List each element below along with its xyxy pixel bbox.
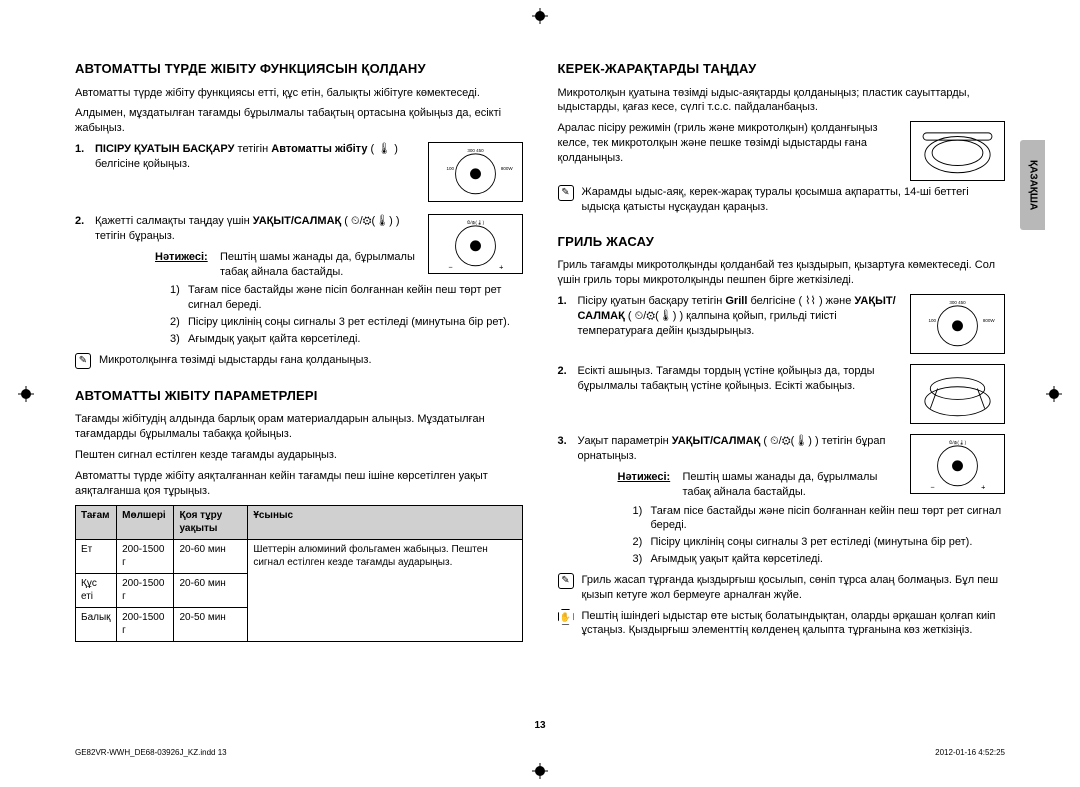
- table-header-row: Тағам Мөлшері Қоя тұру уақыты Ұсыныс: [76, 505, 523, 539]
- dial-illustration: − + ⏲/⚙(🌡): [428, 214, 523, 274]
- result-text: Пештің шамы жанады да, бұрылмалы табақ а…: [220, 250, 420, 280]
- dial-illustration: − + ⏲/⚙(🌡): [910, 434, 1005, 494]
- step-number: 1.: [558, 294, 572, 309]
- step-2: 2. Есікті ашыңыз. Тағамды тордың үстіне …: [558, 364, 903, 394]
- dial-illustration: 300 450 100 800W: [910, 294, 1005, 354]
- merged-advice-cell: Шеттерін алюминий фольгамен жабыңыз. Пеш…: [248, 539, 522, 641]
- note: ✎ Микротолқынға төзімді ыдыстарды ғана қ…: [75, 353, 523, 369]
- note-icon: ✎: [75, 353, 91, 369]
- sub-item: Тағам пісе бастайды және пісіп болғаннан…: [188, 283, 523, 313]
- heading-grill: ГРИЛЬ ЖАСАУ: [558, 233, 1006, 251]
- sub-item: Тағам пісе бастайды және пісіп болғаннан…: [651, 504, 1006, 534]
- note-icon: ✎: [558, 185, 574, 201]
- page-number: 13: [0, 719, 1080, 733]
- section-auto-defrost-params: АВТОМАТТЫ ЖІБІТУ ПАРАМЕТРЛЕРІ Тағамды жі…: [75, 387, 523, 642]
- paragraph: Гриль тағамды микротолқынды қолданбай те…: [558, 258, 1006, 288]
- registration-mark-right: [1046, 386, 1062, 402]
- registration-mark-bottom: [532, 763, 548, 779]
- result-row: Нәтижесі: Пештің шамы жанады да, бұрылма…: [618, 470, 903, 500]
- paragraph: Алдымен, мұздатылған тағамды бұрылмалы т…: [75, 106, 523, 136]
- col-food: Тағам: [76, 505, 117, 539]
- svg-text:⏲/⚙(🌡): ⏲/⚙(🌡): [466, 220, 484, 225]
- sub-item: Ағымдық уақыт қайта көрсетіледі.: [651, 552, 823, 567]
- heading-auto-defrost-use: АВТОМАТТЫ ТҮРДЕ ЖІБІТУ ФУНКЦИЯСЫН ҚОЛДАН…: [75, 60, 523, 78]
- note-icon: ✎: [558, 573, 574, 589]
- result-label: Нәтижесі:: [618, 470, 673, 500]
- page-content: АВТОМАТТЫ ТҮРДЕ ЖІБІТУ ФУНКЦИЯСЫН ҚОЛДАН…: [0, 0, 1080, 690]
- registration-mark-top: [532, 8, 548, 24]
- col-amount: Мөлшері: [117, 505, 174, 539]
- registration-mark-left: [18, 386, 34, 402]
- step-number: 2.: [558, 364, 572, 379]
- step-text: Пісіру қуатын басқару тетігін Grill белг…: [578, 294, 903, 339]
- svg-text:800W: 800W: [500, 166, 513, 171]
- result-row: Нәтижесі: Пештің шамы жанады да, бұрылма…: [155, 250, 420, 280]
- defrost-table: Тағам Мөлшері Қоя тұру уақыты Ұсыныс Ет …: [75, 505, 523, 642]
- heading-accessories: КЕРЕК-ЖАРАҚТАРДЫ ТАҢДАУ: [558, 60, 1006, 78]
- svg-text:+: +: [981, 483, 985, 492]
- step-number: 1.: [75, 142, 89, 157]
- stop-icon: [558, 609, 574, 625]
- warning-note: Пештің ішіндегі ыдыстар өте ыстық болаты…: [558, 609, 1006, 639]
- section-accessories: КЕРЕК-ЖАРАҚТАРДЫ ТАҢДАУ Микротолқын қуат…: [558, 60, 1006, 215]
- rack-illustration: [910, 364, 1005, 424]
- step-number: 3.: [558, 434, 572, 449]
- left-column: АВТОМАТТЫ ТҮРДЕ ЖІБІТУ ФУНКЦИЯСЫН ҚОЛДАН…: [75, 60, 523, 660]
- section-auto-defrost-use: АВТОМАТТЫ ТҮРДЕ ЖІБІТУ ФУНКЦИЯСЫН ҚОЛДАН…: [75, 60, 523, 369]
- result-text: Пештің шамы жанады да, бұрылмалы табақ а…: [683, 470, 903, 500]
- svg-text:100: 100: [929, 318, 937, 323]
- svg-text:+: +: [499, 262, 503, 271]
- svg-text:−: −: [930, 483, 934, 492]
- paragraph: Пештен сигнал естілген кезде тағамды ауд…: [75, 448, 523, 463]
- svg-text:⏲/⚙(🌡): ⏲/⚙(🌡): [949, 440, 967, 445]
- heading-auto-defrost-params: АВТОМАТТЫ ЖІБІТУ ПАРАМЕТРЛЕРІ: [75, 387, 523, 405]
- note: ✎ Гриль жасап тұрғанда қыздырғыш қосылып…: [558, 573, 1006, 603]
- result-label: Нәтижесі:: [155, 250, 210, 280]
- step-text: Қажетті салмақты таңдау үшін УАҚЫТ/САЛМА…: [95, 214, 420, 244]
- step-1: 1. Пісіру қуатын басқару тетігін Grill б…: [558, 294, 903, 339]
- table-row: Ет 200-1500 г 20-60 мин Шеттерін алюмини…: [76, 539, 523, 573]
- paragraph: Автоматты түрде жібіту функциясы етті, қ…: [75, 86, 523, 101]
- note-text: Жарамды ыдыс-аяқ, керек-жарақ туралы қос…: [582, 185, 1006, 215]
- section-grill: ГРИЛЬ ЖАСАУ Гриль тағамды микротолқынды …: [558, 233, 1006, 638]
- note: ✎ Жарамды ыдыс-аяқ, керек-жарақ туралы қ…: [558, 185, 1006, 215]
- language-tab: ҚАЗАҚША: [1020, 140, 1045, 230]
- step-1: 1. ПІСІРУ ҚУАТЫН БАСҚАРУ тетігін Автомат…: [75, 142, 420, 172]
- footer: GE82VR-WWH_DE68-03926J_KZ.indd 13 2012-0…: [75, 748, 1005, 759]
- col-advice: Ұсыныс: [248, 505, 522, 539]
- svg-text:100: 100: [446, 166, 454, 171]
- step-3: 3. Уақыт параметрін УАҚЫТ/САЛМАҚ ( ⏲/⚙(🌡…: [558, 434, 903, 464]
- microwave-illustration: [910, 121, 1005, 181]
- step-text: Уақыт параметрін УАҚЫТ/САЛМАҚ ( ⏲/⚙(🌡) )…: [578, 434, 903, 464]
- svg-text:300 450: 300 450: [949, 300, 966, 305]
- sub-list: 1)Тағам пісе бастайды және пісіп болғанн…: [170, 283, 523, 346]
- sub-item: Ағымдық уақыт қайта көрсетіледі.: [188, 332, 360, 347]
- paragraph: Автоматты түрде жібіту аяқталғаннан кейі…: [75, 469, 523, 499]
- svg-text:800W: 800W: [983, 318, 996, 323]
- svg-text:−: −: [448, 262, 452, 271]
- note-text: Микротолқынға төзімді ыдыстарды ғана қол…: [99, 353, 372, 368]
- svg-text:300 450: 300 450: [467, 148, 484, 153]
- sub-item: Пісіру циклінің соңы сигналы 3 рет естіл…: [651, 535, 973, 550]
- footer-file: GE82VR-WWH_DE68-03926J_KZ.indd 13: [75, 748, 227, 759]
- step-2: 2. Қажетті салмақты таңдау үшін УАҚЫТ/СА…: [75, 214, 420, 244]
- paragraph: Микротолқын қуатына төзімді ыдыс-аяқтард…: [558, 86, 1006, 116]
- paragraph: Тағамды жібітудің алдында барлық орам ма…: [75, 412, 523, 442]
- step-text: ПІСІРУ ҚУАТЫН БАСҚАРУ тетігін Автоматты …: [95, 142, 420, 172]
- col-standtime: Қоя тұру уақыты: [174, 505, 248, 539]
- right-column: КЕРЕК-ЖАРАҚТАРДЫ ТАҢДАУ Микротолқын қуат…: [558, 60, 1006, 660]
- dial-illustration: 300 450 100 800W: [428, 142, 523, 202]
- step-number: 2.: [75, 214, 89, 229]
- step-text: Есікті ашыңыз. Тағамды тордың үстіне қой…: [578, 364, 903, 394]
- sub-item: Пісіру циклінің соңы сигналы 3 рет естіл…: [188, 315, 510, 330]
- note-text: Гриль жасап тұрғанда қыздырғыш қосылып, …: [582, 573, 1006, 603]
- sub-list: 1)Тағам пісе бастайды және пісіп болғанн…: [633, 504, 1006, 567]
- footer-timestamp: 2012-01-16 4:52:25: [935, 748, 1005, 759]
- note-text: Пештің ішіндегі ыдыстар өте ыстық болаты…: [582, 609, 1006, 639]
